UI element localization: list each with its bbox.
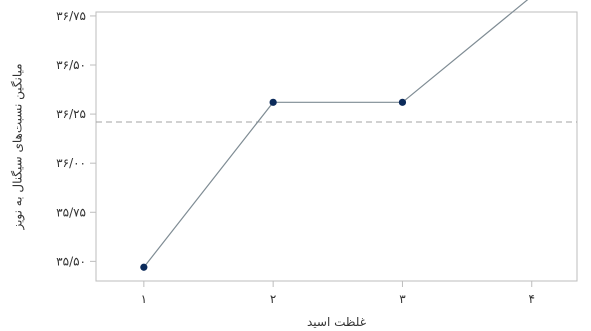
data-point — [269, 98, 277, 106]
plot-frame — [95, 11, 578, 282]
y-tick-label: ۳۶/۰۰ — [56, 156, 86, 170]
y-axis: ۳۵/۵۰ ۳۵/۷۵ ۳۶/۰۰ ۳۶/۲۵ ۳۶/۵۰ ۳۶/۷۵ — [56, 9, 96, 268]
y-tick-label: ۳۶/۵۰ — [56, 58, 86, 72]
series-line — [143, 0, 529, 268]
data-point — [398, 98, 407, 106]
y-tick-label: ۳۵/۷۵ — [56, 205, 86, 219]
x-tick-label: ۴ — [529, 292, 535, 306]
series-group — [140, 0, 529, 271]
x-axis-label: غلظت اسید — [307, 315, 366, 329]
y-tick-label: ۳۶/۲۵ — [56, 107, 86, 121]
y-tick-label: ۳۶/۷۵ — [56, 9, 86, 23]
x-tick-label: ۳ — [399, 292, 406, 306]
y-axis-label: میانگین نسبت‌های سیگنال به نویز — [11, 63, 26, 230]
x-tick-label: ۱ — [141, 292, 147, 306]
data-point — [140, 263, 148, 271]
x-tick-label: ۲ — [270, 292, 276, 306]
y-tick-label: ۳۵/۵۰ — [56, 254, 86, 268]
x-axis: ۱ ۲ ۳ ۴ — [141, 281, 535, 306]
